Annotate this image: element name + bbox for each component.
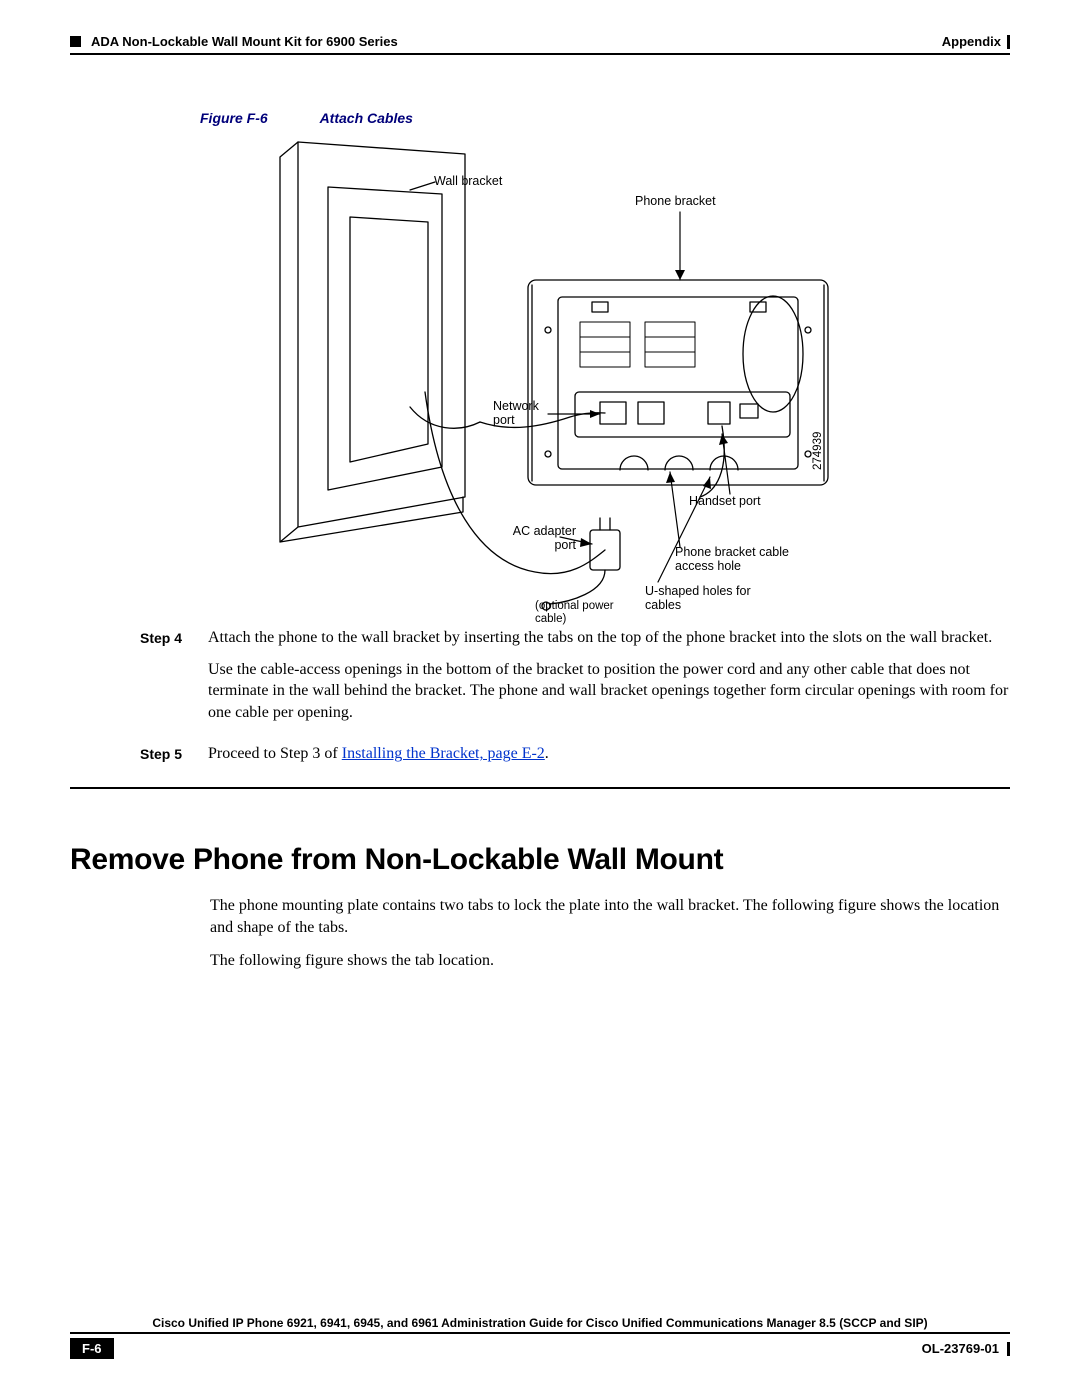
header-appendix-label: Appendix [942, 34, 1001, 49]
header-left: ADA Non-Lockable Wall Mount Kit for 6900… [70, 34, 398, 49]
step-paragraph: Proceed to Step 3 of Installing the Brac… [208, 743, 549, 765]
step-body: Proceed to Step 3 of Installing the Brac… [208, 743, 549, 775]
label-optional-power-cable: (optional power cable) [535, 600, 635, 626]
footer-divider-icon [1007, 1342, 1010, 1356]
page-number-badge: F-6 [70, 1338, 114, 1359]
step-row: Step 4 Attach the phone to the wall brac… [140, 627, 1010, 733]
label-ac-adapter-port: AC adapter port [501, 524, 576, 553]
page-footer: Cisco Unified IP Phone 6921, 6941, 6945,… [70, 1316, 1010, 1359]
section-divider [70, 787, 1010, 789]
step-paragraph: Attach the phone to the wall bracket by … [208, 627, 1010, 649]
figure-diagram: Wall bracket Phone bracket Network port … [210, 132, 870, 627]
page-header: ADA Non-Lockable Wall Mount Kit for 6900… [70, 34, 1010, 49]
steps-block: Step 4 Attach the phone to the wall brac… [140, 627, 1010, 775]
section-heading: Remove Phone from Non-Lockable Wall Moun… [70, 843, 1010, 877]
figure-ref: Figure F-6 [200, 110, 268, 126]
step-label: Step 5 [140, 743, 190, 775]
step-paragraph: Use the cable-access openings in the bot… [208, 659, 1010, 724]
step-lead: Proceed to Step 3 of [208, 745, 342, 762]
footer-right: OL-23769-01 [922, 1341, 1010, 1356]
label-drawing-number: 274939 [812, 432, 825, 470]
header-right: Appendix [942, 34, 1010, 49]
figure-caption: Figure F-6 Attach Cables [200, 110, 1010, 126]
section-body: The phone mounting plate contains two ta… [210, 895, 1010, 972]
footer-row: F-6 OL-23769-01 [70, 1338, 1010, 1359]
footer-doc-title: Cisco Unified IP Phone 6921, 6941, 6945,… [70, 1316, 1010, 1334]
header-rule [70, 53, 1010, 55]
step-row: Step 5 Proceed to Step 3 of Installing t… [140, 743, 1010, 775]
step-tail: . [545, 745, 549, 762]
label-cable-access-hole: Phone bracket cable access hole [675, 545, 800, 574]
cross-reference-link[interactable]: Installing the Bracket, page E-2 [342, 745, 545, 762]
label-handset-port: Handset port [689, 494, 761, 508]
label-u-shaped-holes: U-shaped holes for cables [645, 584, 755, 613]
label-wall-bracket: Wall bracket [434, 174, 502, 188]
figure-title: Attach Cables [320, 110, 413, 126]
label-phone-bracket: Phone bracket [635, 194, 716, 208]
step-body: Attach the phone to the wall bracket by … [208, 627, 1010, 733]
body-paragraph: The following figure shows the tab locat… [210, 950, 1010, 972]
bullet-square-icon [70, 36, 81, 47]
footer-doc-id: OL-23769-01 [922, 1341, 999, 1356]
label-network-port: Network port [493, 399, 548, 428]
header-section-title: ADA Non-Lockable Wall Mount Kit for 6900… [91, 34, 398, 49]
body-paragraph: The phone mounting plate contains two ta… [210, 895, 1010, 938]
header-divider-icon [1007, 35, 1010, 49]
step-label: Step 4 [140, 627, 190, 733]
